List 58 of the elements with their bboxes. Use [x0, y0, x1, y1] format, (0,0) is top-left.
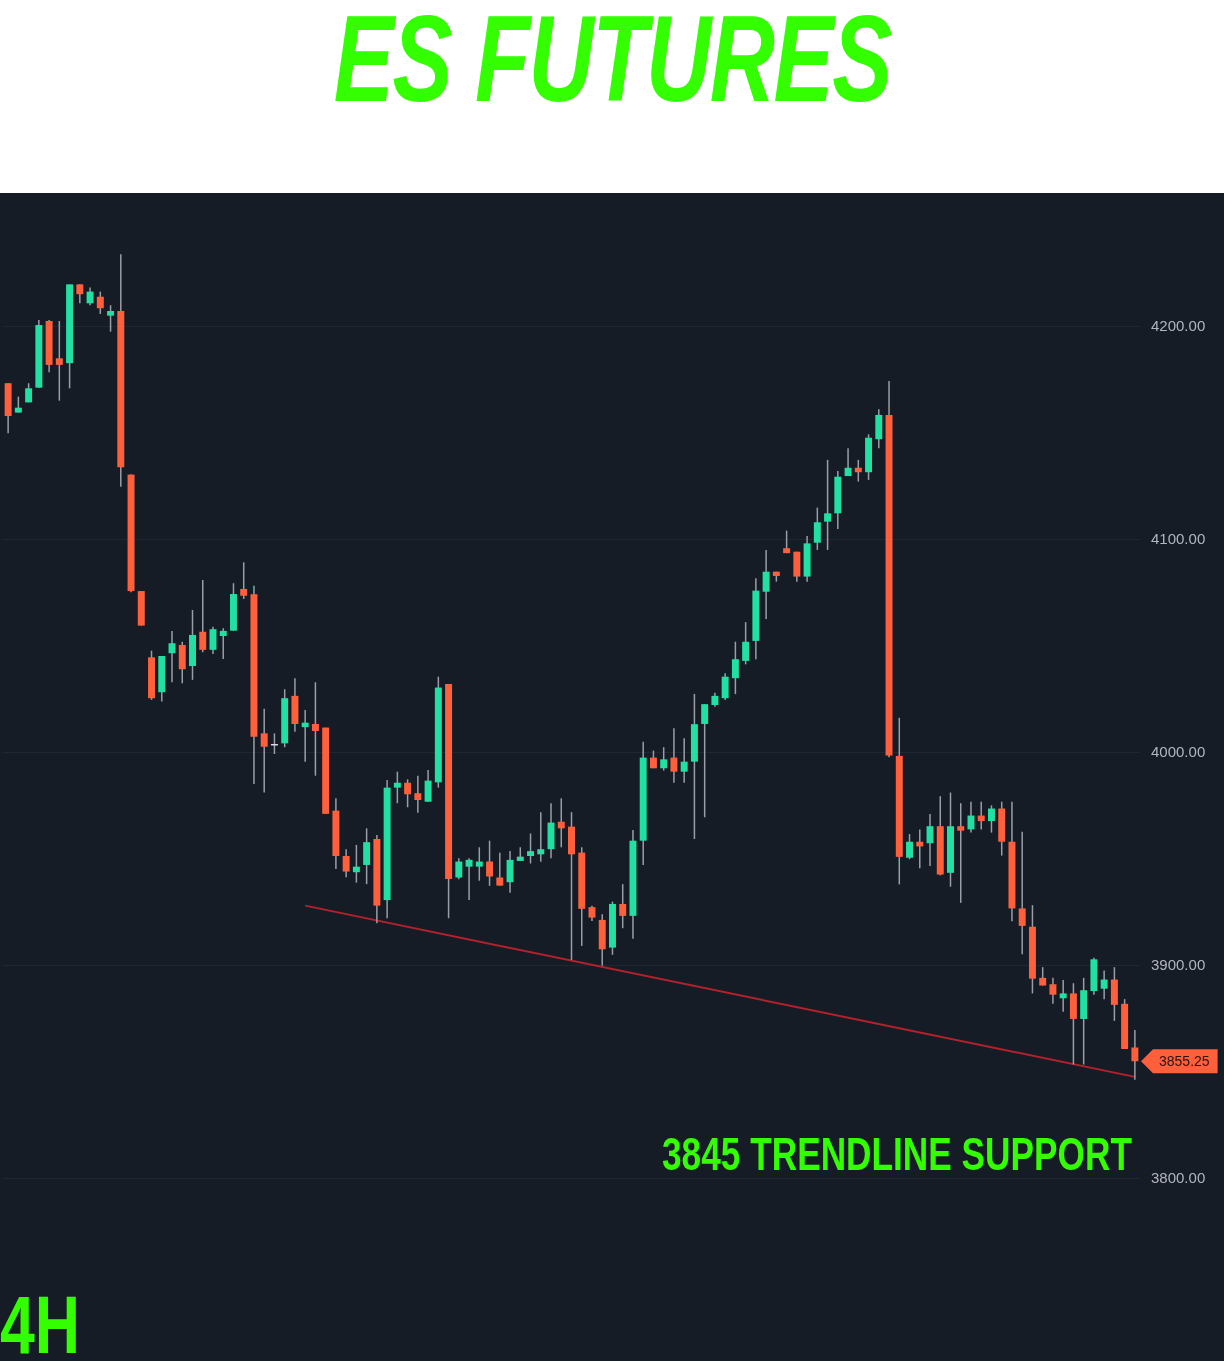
candlestick: [260, 708, 268, 794]
y-tick-label: 3800.00: [1151, 1169, 1206, 1187]
candlestick: [363, 827, 371, 885]
candlestick: [219, 627, 227, 660]
candlestick: [537, 811, 545, 863]
annotation: 4H: [0, 1278, 81, 1361]
candlestick: [987, 804, 995, 834]
candlestick: [76, 283, 84, 305]
candlestick: [342, 848, 350, 879]
candlestick: [731, 641, 739, 695]
candlestick: [1100, 969, 1108, 1000]
candlestick: [660, 746, 668, 772]
candlestick: [721, 672, 729, 701]
candlestick: [55, 320, 63, 402]
candlestick: [1131, 1029, 1139, 1081]
chart-title: ES FUTURES: [333, 0, 891, 127]
candlestick: [96, 290, 104, 315]
candlestick: [393, 770, 401, 804]
candlestick: [352, 844, 360, 884]
candlestick: [506, 850, 514, 894]
candlestick: [670, 727, 678, 784]
candlestick: [742, 621, 750, 666]
candlestick: [844, 447, 852, 477]
candlestick: [977, 800, 985, 831]
candlestick: [486, 839, 494, 887]
candlestick: [475, 846, 483, 882]
candlestick: [301, 709, 309, 763]
y-tick-label: 3900.00: [1151, 956, 1206, 974]
candlestick: [619, 883, 627, 929]
candlestick: [762, 549, 770, 620]
candlestick: [906, 833, 914, 860]
candlestick: [107, 304, 115, 333]
candlestick: [496, 852, 504, 887]
candlestick: [311, 681, 319, 777]
y-tick-label: 4100.00: [1151, 530, 1206, 548]
candlestick: [813, 506, 821, 551]
candlestick: [1049, 977, 1057, 1005]
candlestick: [957, 802, 965, 904]
annotation: 3845 TRENDLINE SUPPORT: [662, 1128, 1132, 1181]
candlestick: [1059, 979, 1067, 1013]
candlestick: [414, 774, 422, 814]
candlestick: [854, 459, 862, 483]
candlestick: [240, 561, 248, 600]
candlestick: [527, 832, 535, 865]
candlestick: [404, 778, 412, 808]
candlestick: [424, 769, 432, 803]
y-tick-label: 4200.00: [1151, 317, 1206, 335]
candlestick: [824, 459, 832, 551]
candlestick: [199, 579, 207, 653]
candlestick: [1039, 966, 1047, 987]
candlestick: [557, 797, 565, 849]
candlestick: [455, 857, 463, 880]
candlestick: [1018, 830, 1026, 955]
candlestick: [701, 703, 709, 818]
text: 3855.25: [1159, 1053, 1210, 1070]
candlestick: [465, 857, 473, 901]
y-tick-label: 4000.00: [1151, 743, 1206, 761]
candlestick: [680, 737, 688, 784]
